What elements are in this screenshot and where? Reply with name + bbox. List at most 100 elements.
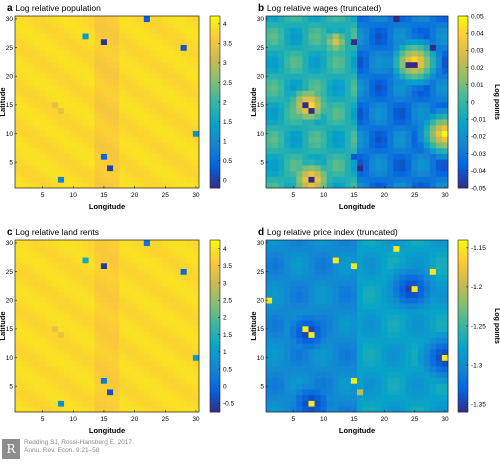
heatmap-cell: [387, 274, 394, 281]
heatmap-cell: [429, 285, 437, 292]
heatmap-cell: [107, 159, 114, 166]
heatmap-cell: [393, 33, 400, 40]
heatmap-cell: [76, 377, 83, 384]
heatmap-cell: [137, 268, 145, 275]
heatmap-cell: [411, 56, 419, 63]
heatmap-cell: [375, 38, 382, 46]
heatmap-cell: [387, 142, 394, 149]
heatmap-cell: [125, 343, 132, 350]
heatmap-cell: [326, 79, 334, 86]
heatmap-cell: [76, 291, 83, 298]
heatmap-cell: [51, 274, 59, 281]
heatmap-cell: [405, 394, 412, 401]
heatmap-cell: [94, 61, 102, 68]
heatmap-cell: [332, 170, 340, 177]
heatmap-cell: [51, 73, 59, 80]
heatmap-cell: [180, 314, 188, 321]
heatmap-cell: [405, 331, 412, 338]
colorbar-tick-label: 0: [223, 384, 227, 391]
heatmap-cell: [57, 337, 65, 344]
heatmap-cell: [100, 61, 108, 68]
heatmap-cell: [143, 383, 151, 390]
heatmap-cell: [290, 326, 297, 333]
heatmap-cell: [326, 337, 334, 344]
heatmap-cell: [284, 176, 291, 183]
heatmap-cell: [33, 291, 40, 298]
heatmap-cell: [186, 182, 194, 189]
heatmap-cell: [399, 38, 406, 46]
heatmap-cell: [125, 153, 132, 160]
heatmap-cell: [369, 142, 376, 149]
heatmap-cell: [272, 308, 279, 315]
heatmap-cell: [21, 182, 28, 189]
heatmap-cell: [149, 343, 157, 350]
heatmap-cell: [113, 102, 120, 109]
colorbar-step: [458, 150, 468, 154]
heatmap-cell: [70, 285, 77, 292]
heatmap-cell: [186, 326, 194, 333]
heatmap-cell: [411, 61, 419, 68]
heatmap-cell: [51, 50, 59, 57]
heatmap-cell: [284, 366, 291, 373]
heatmap-cell: [326, 285, 334, 292]
heatmap-cell: [33, 251, 40, 258]
colorbar-step: [458, 37, 468, 41]
heatmap-cell: [143, 285, 151, 292]
heatmap-cell: [375, 331, 382, 338]
heatmap-cell: [393, 274, 400, 281]
heatmap-cell: [174, 337, 181, 344]
heatmap-cell: [290, 389, 297, 396]
heatmap-cell: [399, 176, 406, 183]
heatmap-cell: [417, 343, 425, 350]
heatmap-cell: [137, 16, 145, 23]
heatmap-cell: [162, 280, 169, 287]
heatmap-cell: [284, 314, 291, 321]
heatmap-cell: [375, 320, 382, 327]
heatmap-cell: [57, 79, 65, 86]
heatmap-cell: [168, 366, 175, 373]
heatmap-cell: [107, 33, 114, 40]
colorbar-step: [210, 158, 220, 162]
heatmap-cell: [70, 21, 77, 28]
heatmap-cell: [375, 337, 382, 344]
heatmap-cell: [94, 96, 102, 103]
heatmap-cell: [131, 147, 139, 154]
colorbar-step: [458, 285, 468, 289]
heatmap-cell: [266, 142, 273, 149]
heatmap-cell: [338, 377, 346, 384]
heatmap-cell: [350, 56, 358, 63]
x-tick-label: 10: [320, 416, 328, 423]
heatmap-cell: [192, 119, 200, 126]
heatmap-cell: [57, 27, 65, 34]
heatmap-cell: [162, 165, 169, 172]
heatmap-cell: [107, 389, 114, 396]
heatmap-cell: [302, 119, 309, 126]
citation-line-2: Annu. Rev. Econ. 9:21–58: [24, 447, 100, 454]
heatmap-cell: [296, 303, 303, 310]
heatmap-cell: [119, 280, 126, 287]
heatmap-cell: [357, 320, 364, 327]
colorbar-tick-label: -1.25: [471, 323, 486, 330]
heatmap-cell: [338, 245, 346, 252]
heatmap-cell: [375, 366, 382, 373]
heatmap-cell: [296, 337, 303, 344]
heatmap-cell: [363, 406, 370, 413]
heatmap-cell: [278, 406, 285, 413]
heatmap-cell: [131, 79, 139, 86]
heatmap-cell: [441, 331, 449, 338]
heatmap-cell: [162, 50, 169, 57]
heatmap-cell: [266, 297, 273, 304]
heatmap-cell: [357, 389, 364, 396]
heatmap-cell: [88, 16, 96, 23]
heatmap-cell: [296, 96, 303, 103]
heatmap-cell: [180, 107, 188, 114]
heatmap-cell: [375, 67, 382, 74]
heatmap-cell: [381, 285, 388, 292]
heatmap-cell: [278, 331, 285, 338]
heatmap-cell: [272, 257, 279, 264]
colorbar-step: [210, 358, 220, 362]
heatmap-cell: [137, 314, 145, 321]
heatmap-cell: [411, 400, 419, 407]
heatmap-cell: [88, 44, 96, 51]
heatmap-cell: [369, 274, 376, 281]
